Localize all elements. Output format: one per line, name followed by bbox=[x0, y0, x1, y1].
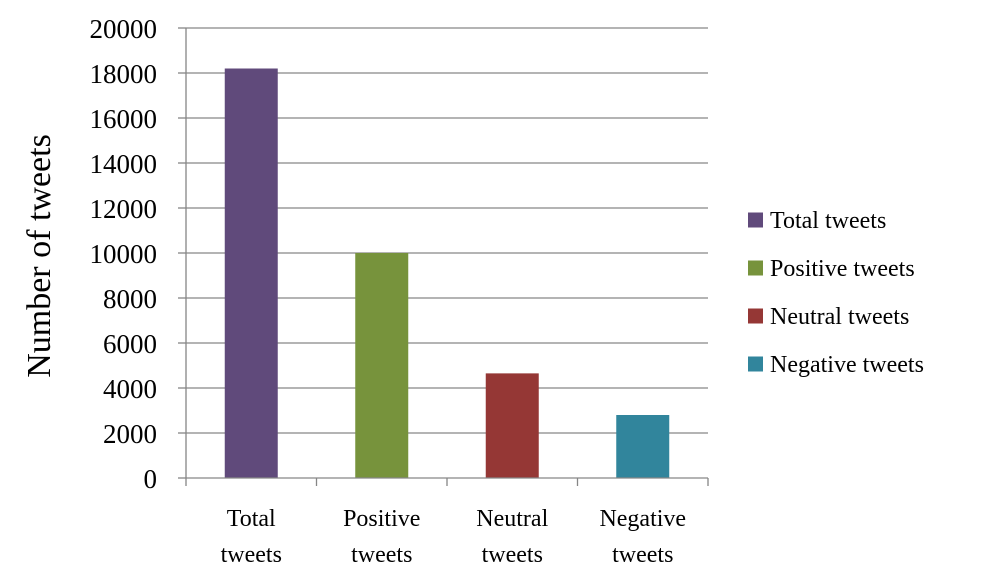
bar-positive-tweets bbox=[355, 253, 409, 478]
bar-neutral-tweets bbox=[485, 373, 539, 478]
x-category-label: Total bbox=[227, 506, 276, 532]
y-tick-label: 10000 bbox=[90, 239, 158, 269]
x-category-label: Neutral bbox=[476, 506, 548, 532]
x-category-label: Positive bbox=[343, 506, 420, 532]
axes bbox=[178, 27, 709, 486]
x-category-label: Negative bbox=[599, 506, 686, 532]
legend-label: Neutral tweets bbox=[770, 304, 909, 330]
x-category-label: tweets bbox=[612, 542, 673, 568]
y-tick-label: 20000 bbox=[90, 14, 158, 44]
legend-label: Negative tweets bbox=[770, 352, 924, 378]
x-category-labels: Total tweets Positive tweets Neutral tweets Ne… bbox=[221, 506, 686, 568]
y-tick-labels: 0 2000 4000 6000 8000 10000 12000 14000 16000 180… bbox=[90, 14, 158, 494]
y-tick-label: 6000 bbox=[103, 329, 157, 359]
y-tick-label: 2000 bbox=[103, 419, 157, 449]
y-tick-label: 14000 bbox=[90, 149, 158, 179]
y-axis-title: Number of tweets bbox=[21, 134, 58, 378]
legend-label: Positive tweets bbox=[770, 256, 915, 282]
bars bbox=[224, 68, 670, 478]
legend-swatch bbox=[748, 356, 763, 372]
y-tick-label: 0 bbox=[144, 464, 158, 494]
y-tick-label: 18000 bbox=[90, 59, 158, 89]
x-category-label: tweets bbox=[221, 542, 282, 568]
y-tick-label: 4000 bbox=[103, 374, 157, 404]
bar-total-tweets bbox=[224, 68, 278, 478]
legend-swatch bbox=[748, 212, 763, 228]
y-tick-label: 8000 bbox=[103, 284, 157, 314]
y-tick-label: 12000 bbox=[90, 194, 158, 224]
x-category-label: tweets bbox=[482, 542, 543, 568]
bar-negative-tweets bbox=[616, 415, 670, 478]
y-tick-label: 16000 bbox=[90, 104, 158, 134]
legend-label: Total tweets bbox=[770, 208, 886, 234]
legend-swatch bbox=[748, 308, 763, 324]
x-category-label: tweets bbox=[351, 542, 412, 568]
legend: Total tweets Positive tweets Neutral tweet… bbox=[748, 208, 924, 378]
legend-swatch bbox=[748, 260, 763, 276]
